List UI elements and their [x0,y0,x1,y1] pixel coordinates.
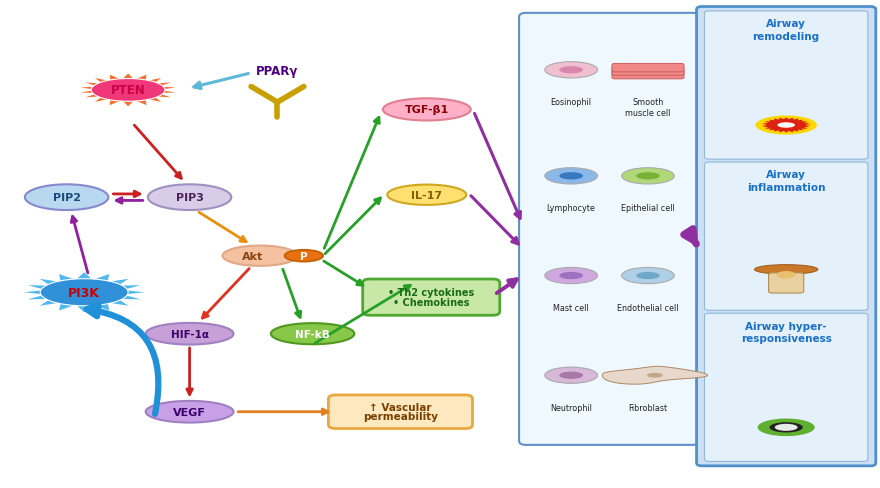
Ellipse shape [223,246,297,266]
Text: Eosinophil: Eosinophil [551,98,591,107]
Text: PIP3: PIP3 [176,193,203,203]
Ellipse shape [148,185,231,211]
FancyBboxPatch shape [768,273,803,293]
Text: Airway
remodeling: Airway remodeling [752,19,820,41]
Ellipse shape [777,123,795,128]
Text: TGF-β1: TGF-β1 [405,105,449,115]
Ellipse shape [647,373,663,378]
Text: ↑ Vascular: ↑ Vascular [370,403,432,412]
Ellipse shape [545,62,598,79]
Polygon shape [761,118,810,133]
Ellipse shape [146,401,233,423]
FancyBboxPatch shape [363,280,500,316]
Text: PTEN: PTEN [111,84,145,97]
Text: PPARγ: PPARγ [256,65,298,78]
Ellipse shape [769,422,803,432]
Text: PI3K: PI3K [69,286,100,299]
Ellipse shape [545,268,598,284]
Text: Mast cell: Mast cell [554,304,589,312]
Ellipse shape [92,80,165,102]
Text: VEGF: VEGF [173,407,206,417]
Ellipse shape [636,173,660,180]
Ellipse shape [40,279,128,306]
Text: Airway hyper-
responsiveness: Airway hyper- responsiveness [741,321,832,343]
Text: • Th2 cytokines: • Th2 cytokines [388,287,474,298]
Ellipse shape [560,272,583,280]
Ellipse shape [387,185,466,205]
Text: • Chemokines: • Chemokines [393,297,469,307]
Text: Fibroblast: Fibroblast [628,403,668,412]
Text: Lymphocyte: Lymphocyte [546,204,596,213]
Text: P: P [300,251,308,261]
Ellipse shape [25,185,108,211]
FancyBboxPatch shape [328,395,473,428]
FancyBboxPatch shape [705,314,868,462]
FancyBboxPatch shape [705,12,868,160]
Ellipse shape [284,250,323,262]
Polygon shape [72,73,184,108]
Ellipse shape [776,271,796,279]
Ellipse shape [560,173,583,180]
Text: IL-17: IL-17 [411,190,443,201]
FancyBboxPatch shape [519,14,700,445]
FancyBboxPatch shape [612,71,684,80]
Ellipse shape [754,265,818,275]
Text: Smooth
muscle cell: Smooth muscle cell [626,98,671,118]
Text: Endothelial cell: Endothelial cell [617,304,678,312]
Text: permeability: permeability [363,411,438,421]
FancyBboxPatch shape [612,64,684,73]
Ellipse shape [545,168,598,184]
Text: Airway
inflammation: Airway inflammation [747,170,825,192]
Ellipse shape [621,268,674,284]
FancyBboxPatch shape [697,7,876,466]
Ellipse shape [545,367,598,384]
Text: Akt: Akt [242,251,263,261]
Text: HIF-1α: HIF-1α [171,329,209,339]
Ellipse shape [146,323,233,345]
Ellipse shape [560,67,583,74]
Ellipse shape [621,168,674,184]
Ellipse shape [560,372,583,379]
Ellipse shape [758,419,815,436]
Ellipse shape [636,272,660,280]
Ellipse shape [271,324,355,345]
Ellipse shape [755,116,817,135]
Text: Epithelial cell: Epithelial cell [621,204,675,213]
Polygon shape [16,271,153,314]
Text: NF-kB: NF-kB [295,329,330,339]
Text: Neutrophil: Neutrophil [550,403,592,412]
Ellipse shape [383,99,471,121]
FancyBboxPatch shape [612,68,684,76]
FancyBboxPatch shape [705,163,868,311]
Ellipse shape [774,424,797,431]
Polygon shape [602,366,708,385]
Text: PIP2: PIP2 [53,193,81,203]
